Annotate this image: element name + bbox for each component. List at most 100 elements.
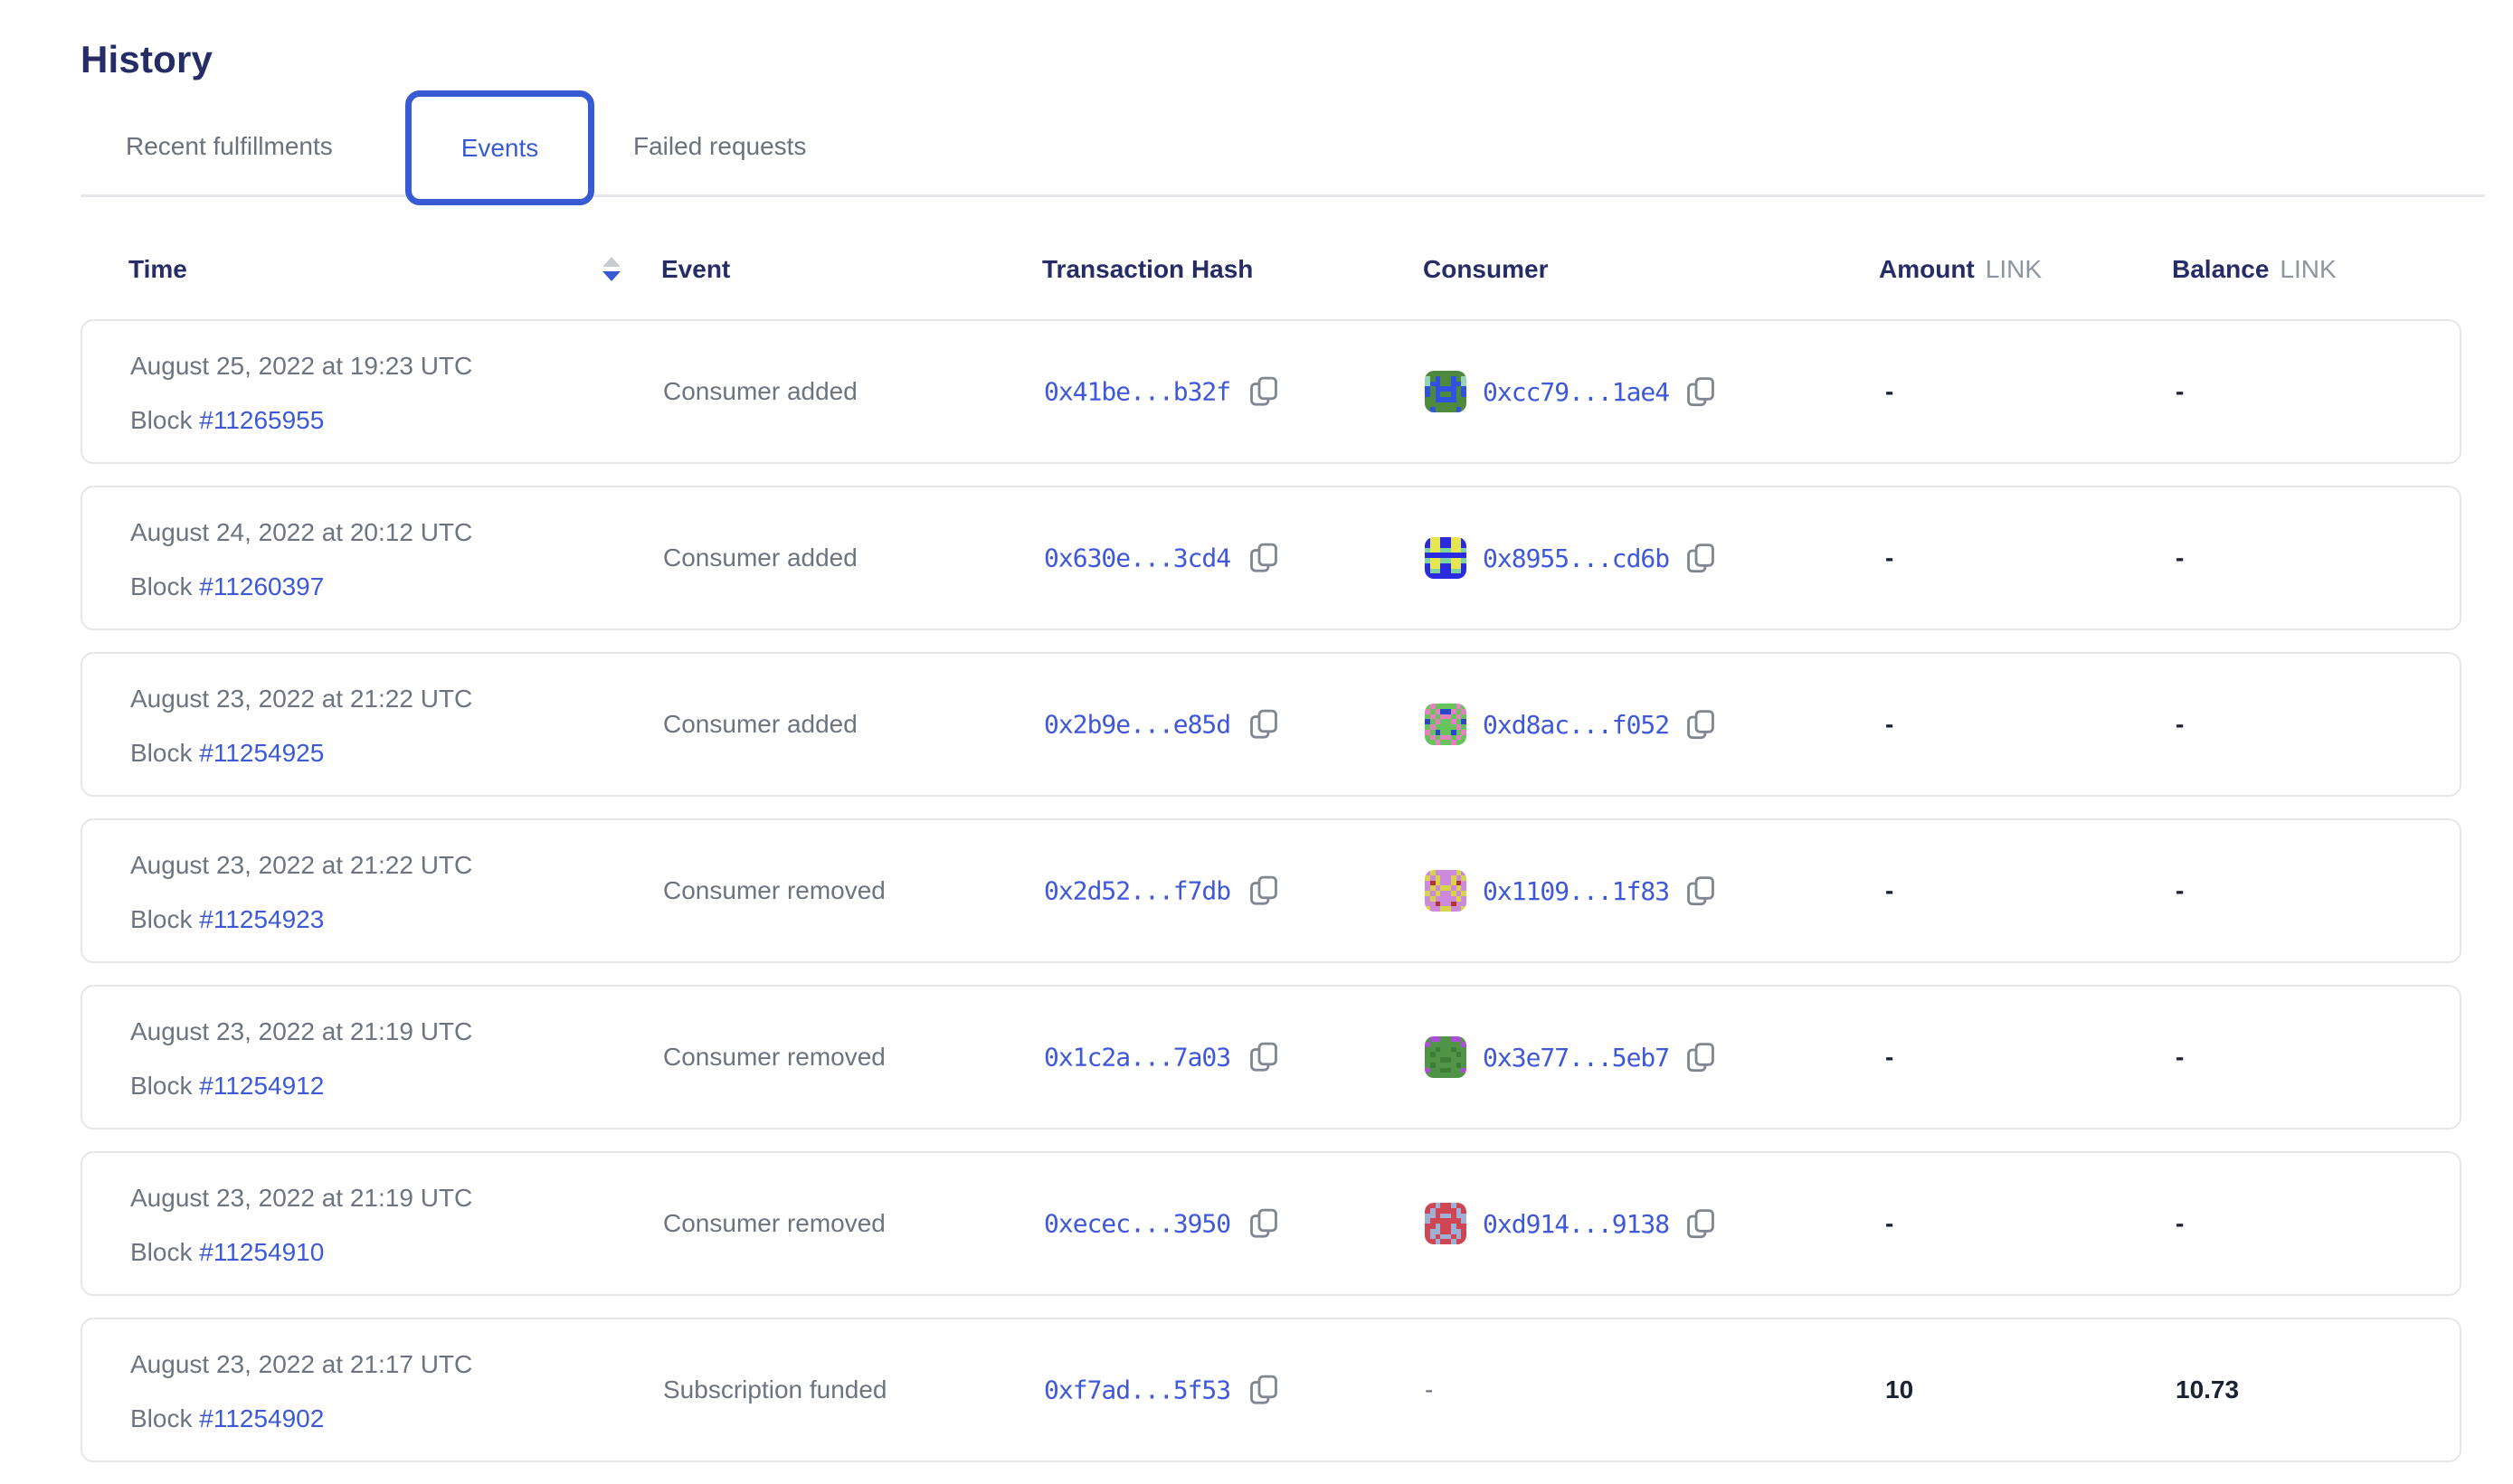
events-table-body: August 25, 2022 at 19:23 UTC Block #1126…	[81, 319, 2461, 1484]
row-amount: 10	[1885, 1375, 1914, 1404]
tx-hash-link[interactable]: 0x630e...3cd4	[1044, 543, 1231, 573]
copy-icon[interactable]	[1248, 542, 1279, 575]
consumer-address-link[interactable]: 0xcc79...1ae4	[1483, 376, 1670, 407]
table-header: Time Event Transaction Hash Consumer Amo…	[0, 255, 2513, 291]
consumer-address-link[interactable]: 0xd914...9138	[1483, 1208, 1670, 1239]
row-amount: -	[1885, 377, 1894, 405]
block-link[interactable]: #11254923	[199, 905, 325, 933]
tx-hash-link[interactable]: 0xf7ad...5f53	[1044, 1375, 1231, 1405]
tx-hash-cell: 0x1c2a...7a03	[1044, 1041, 1279, 1074]
row-event: Consumer removed	[663, 1043, 886, 1071]
sort-descending-icon[interactable]	[602, 257, 621, 281]
column-header-time[interactable]: Time	[128, 255, 187, 283]
block-link[interactable]: #11254910	[199, 1238, 325, 1266]
tab-recent-fulfillments[interactable]: Recent fulfillments	[126, 132, 333, 160]
consumer-cell: 0xd8ac...f052	[1425, 704, 1716, 745]
tx-hash-link[interactable]: 0x2b9e...e85d	[1044, 709, 1231, 740]
tx-hash-link[interactable]: 0xecec...3950	[1044, 1208, 1231, 1239]
consumer-empty-dash: -	[1425, 1375, 1434, 1404]
block-label: Block	[130, 572, 193, 600]
row-balance: -	[2176, 1209, 2185, 1237]
block-label: Block	[130, 1072, 193, 1100]
copy-icon[interactable]	[1685, 375, 1716, 409]
row-amount: -	[1885, 1209, 1894, 1237]
balance-unit-label: LINK	[2280, 255, 2337, 283]
row-date: August 23, 2022 at 21:22 UTC	[130, 851, 473, 879]
consumer-cell: 0x3e77...5eb7	[1425, 1036, 1716, 1078]
tx-hash-cell: 0xf7ad...5f53	[1044, 1374, 1279, 1407]
copy-icon[interactable]	[1248, 1041, 1279, 1074]
column-header-amount: Amount LINK	[1879, 255, 2043, 283]
block-link[interactable]: #11260397	[199, 572, 325, 600]
tx-hash-cell: 0x2b9e...e85d	[1044, 708, 1279, 742]
time-cell: August 23, 2022 at 21:17 UTC Block #1125…	[130, 1350, 472, 1433]
row-event: Consumer added	[663, 377, 858, 405]
row-balance: -	[2176, 1043, 2185, 1071]
time-cell: August 23, 2022 at 21:22 UTC Block #1125…	[130, 685, 472, 768]
copy-icon[interactable]	[1685, 708, 1716, 742]
block-label: Block	[130, 1238, 193, 1266]
block-label: Block	[130, 739, 193, 767]
row-balance: -	[2176, 876, 2185, 904]
tx-hash-cell: 0x630e...3cd4	[1044, 542, 1279, 575]
consumer-identicon	[1425, 371, 1466, 412]
tx-hash-link[interactable]: 0x41be...b32f	[1044, 376, 1231, 407]
consumer-cell: -	[1425, 1375, 1433, 1404]
row-amount: -	[1885, 876, 1894, 904]
tabs-divider	[81, 194, 2485, 197]
copy-icon[interactable]	[1685, 1041, 1716, 1074]
row-amount: -	[1885, 1043, 1894, 1071]
row-date: August 23, 2022 at 21:17 UTC	[130, 1350, 473, 1378]
copy-icon[interactable]	[1248, 708, 1279, 742]
consumer-identicon	[1425, 1203, 1466, 1244]
block-link[interactable]: #11254925	[199, 739, 325, 767]
consumer-cell: 0xd914...9138	[1425, 1203, 1716, 1244]
table-row: August 23, 2022 at 21:22 UTC Block #1125…	[81, 818, 2461, 963]
consumer-identicon	[1425, 704, 1466, 745]
consumer-identicon	[1425, 1036, 1466, 1078]
copy-icon[interactable]	[1685, 542, 1716, 575]
column-header-balance: Balance LINK	[2172, 255, 2337, 283]
column-header-event: Event	[661, 255, 731, 283]
tab-failed-requests[interactable]: Failed requests	[633, 132, 807, 160]
page-title: History	[81, 38, 213, 81]
row-amount: -	[1885, 710, 1894, 738]
row-date: August 23, 2022 at 21:19 UTC	[130, 1017, 473, 1045]
tx-hash-cell: 0xecec...3950	[1044, 1207, 1279, 1241]
block-link[interactable]: #11254902	[199, 1404, 325, 1432]
row-event: Consumer removed	[663, 1209, 886, 1237]
time-cell: August 23, 2022 at 21:22 UTC Block #1125…	[130, 851, 472, 934]
consumer-address-link[interactable]: 0x1109...1f83	[1483, 875, 1670, 906]
copy-icon[interactable]	[1685, 1207, 1716, 1241]
table-row: August 25, 2022 at 19:23 UTC Block #1126…	[81, 319, 2461, 464]
time-cell: August 23, 2022 at 21:19 UTC Block #1125…	[130, 1017, 472, 1101]
copy-icon[interactable]	[1685, 874, 1716, 908]
block-link[interactable]: #11254912	[199, 1072, 325, 1100]
copy-icon[interactable]	[1248, 375, 1279, 409]
table-row: August 24, 2022 at 20:12 UTC Block #1126…	[81, 486, 2461, 630]
consumer-address-link[interactable]: 0x8955...cd6b	[1483, 543, 1670, 573]
column-header-consumer: Consumer	[1423, 255, 1549, 283]
row-event: Consumer added	[663, 710, 858, 738]
copy-icon[interactable]	[1248, 1374, 1279, 1407]
block-link[interactable]: #11265955	[199, 406, 325, 434]
copy-icon[interactable]	[1248, 874, 1279, 908]
table-row: August 23, 2022 at 21:17 UTC Block #1125…	[81, 1318, 2461, 1462]
block-label: Block	[130, 905, 193, 933]
consumer-address-link[interactable]: 0x3e77...5eb7	[1483, 1042, 1670, 1073]
tab-events[interactable]: Events	[405, 90, 594, 205]
consumer-cell: 0x8955...cd6b	[1425, 537, 1716, 579]
tx-hash-link[interactable]: 0x1c2a...7a03	[1044, 1042, 1231, 1073]
table-row: August 23, 2022 at 21:19 UTC Block #1125…	[81, 1151, 2461, 1296]
tx-hash-link[interactable]: 0x2d52...f7db	[1044, 875, 1231, 906]
consumer-address-link[interactable]: 0xd8ac...f052	[1483, 709, 1670, 740]
consumer-cell: 0xcc79...1ae4	[1425, 371, 1716, 412]
consumer-cell: 0x1109...1f83	[1425, 870, 1716, 912]
time-cell: August 25, 2022 at 19:23 UTC Block #1126…	[130, 352, 472, 435]
row-balance: -	[2176, 544, 2185, 572]
history-page: History Recent fulfillments Events Faile…	[0, 38, 2513, 1462]
tx-hash-cell: 0x41be...b32f	[1044, 375, 1279, 409]
column-header-transaction-hash: Transaction Hash	[1042, 255, 1254, 283]
amount-unit-label: LINK	[1985, 255, 2043, 283]
copy-icon[interactable]	[1248, 1207, 1279, 1241]
